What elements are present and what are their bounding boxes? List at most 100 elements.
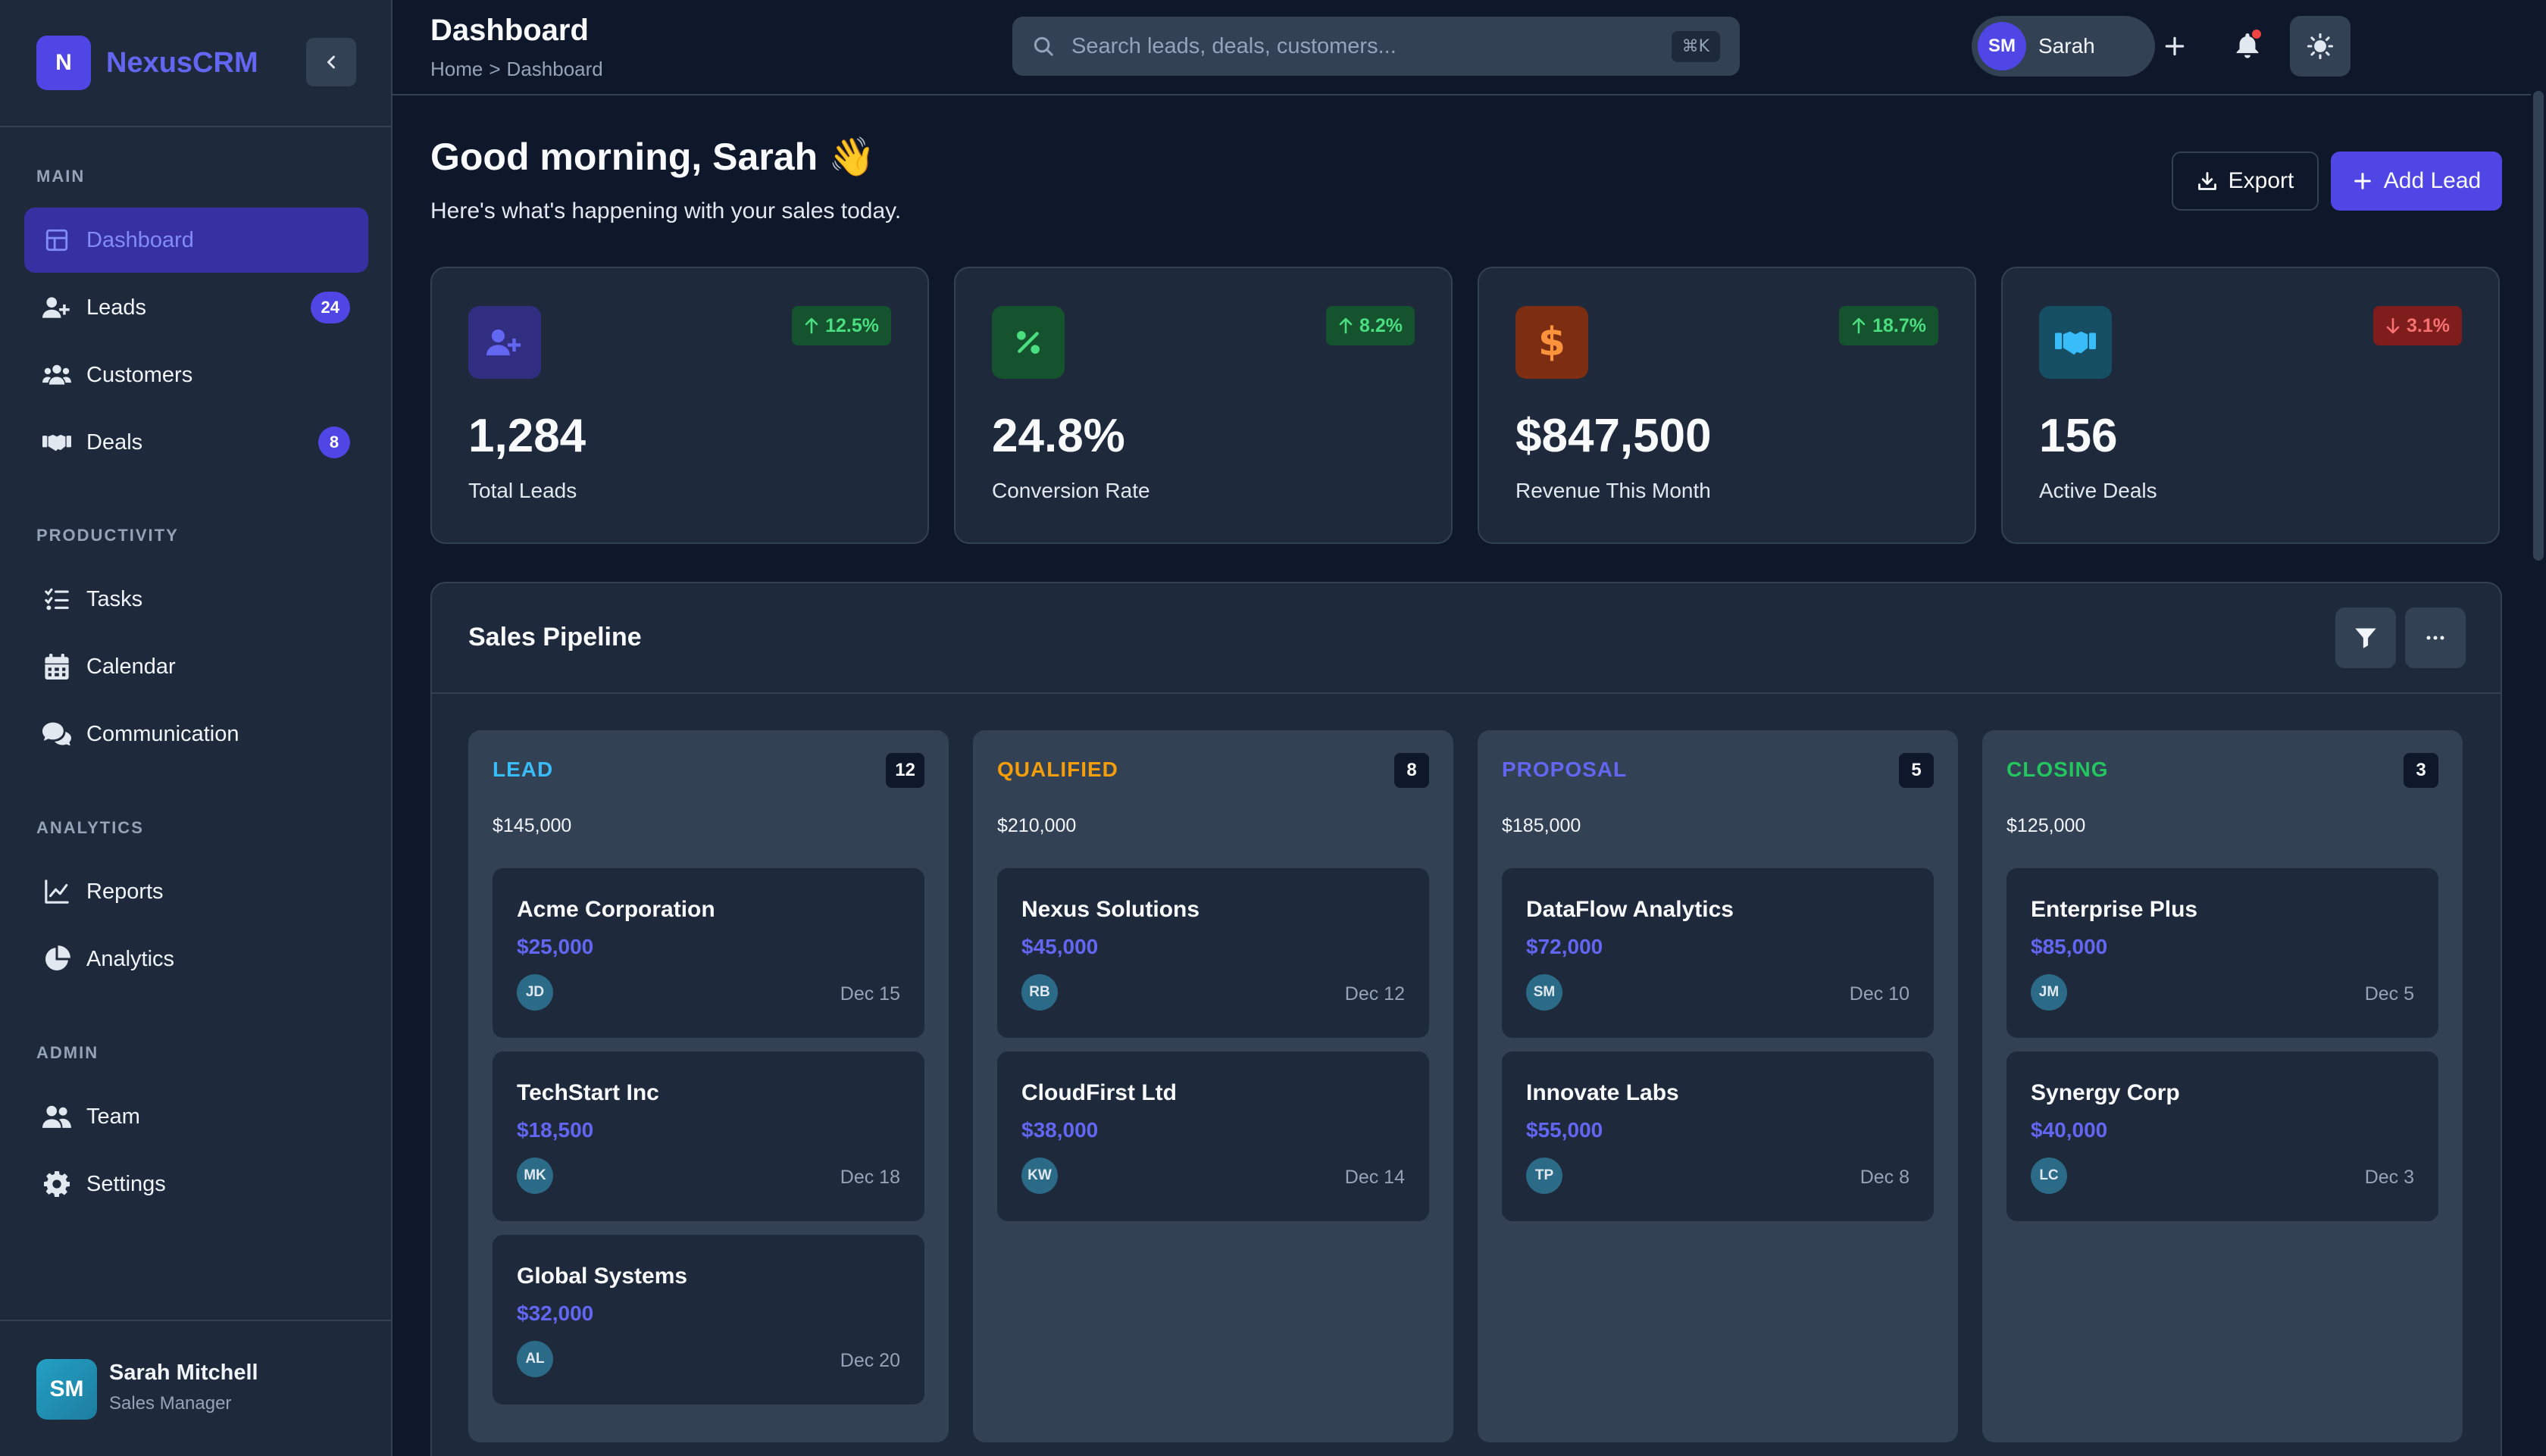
sidebar-item-settings[interactable]: Settings xyxy=(24,1151,368,1217)
deal-card[interactable]: DataFlow Analytics $72,000 SM Dec 10 xyxy=(1502,868,1934,1038)
deal-amount: $55,000 xyxy=(1526,1118,1603,1142)
page-title: Dashboard xyxy=(430,14,589,47)
column-count-badge: 8 xyxy=(1394,753,1429,788)
stat-card-active-deals[interactable]: 3.1% 156 Active Deals xyxy=(2001,267,2500,544)
deal-amount: $72,000 xyxy=(1526,935,1603,958)
deal-owner-avatar: LC xyxy=(2031,1158,2067,1194)
pipeline-column-closing: CLOSING 3 $125,000 Enterprise Plus $85,0… xyxy=(1982,730,2463,1442)
sidebar-item-label: Tasks xyxy=(86,586,143,611)
stat-change-value: 8.2% xyxy=(1359,314,1403,336)
more-options-button[interactable] xyxy=(2405,608,2466,668)
deal-card[interactable]: Acme Corporation $25,000 JD Dec 15 xyxy=(493,868,924,1038)
export-label: Export xyxy=(2228,168,2294,193)
deal-name: TechStart Inc xyxy=(517,1080,659,1105)
search-bar[interactable]: ⌘K xyxy=(1012,17,1740,76)
user-name: Sarah Mitchell xyxy=(109,1361,258,1385)
chat-icon xyxy=(42,720,71,748)
deal-name: Innovate Labs xyxy=(1526,1080,1679,1105)
deal-owner-avatar: AL xyxy=(517,1341,553,1377)
stat-card-conversion-rate[interactable]: 8.2% 24.8% Conversion Rate xyxy=(954,267,1453,544)
sidebar-item-deals[interactable]: Deals 8 xyxy=(24,410,368,475)
deal-amount: $38,000 xyxy=(1021,1118,1099,1142)
sidebar-item-analytics[interactable]: Analytics xyxy=(24,926,368,992)
pipeline-column-qualified: QUALIFIED 8 $210,000 Nexus Solutions $45… xyxy=(973,730,1453,1442)
download-icon xyxy=(2197,170,2218,192)
deal-card[interactable]: TechStart Inc $18,500 MK Dec 18 xyxy=(493,1051,924,1221)
deal-card[interactable]: Innovate Labs $55,000 TP Dec 8 xyxy=(1502,1051,1934,1221)
filter-button[interactable] xyxy=(2335,608,2396,668)
profile-name: Sarah xyxy=(2038,34,2095,58)
sidebar-user-card[interactable]: SM Sarah Mitchell Sales Manager xyxy=(0,1320,391,1456)
deal-owner-avatar: RB xyxy=(1021,974,1058,1011)
deal-name: Acme Corporation xyxy=(517,897,715,922)
page-scrollbar-thumb[interactable] xyxy=(2533,91,2544,561)
sidebar-item-team[interactable]: Team xyxy=(24,1084,368,1149)
column-name: LEAD xyxy=(493,758,554,781)
search-input[interactable] xyxy=(1071,33,1672,59)
bell-icon xyxy=(2235,33,2260,59)
deal-card[interactable]: Synergy Corp $40,000 LC Dec 3 xyxy=(2006,1051,2438,1221)
sidebar-item-leads[interactable]: Leads 24 xyxy=(24,275,368,340)
deal-name: Global Systems xyxy=(517,1264,688,1289)
nav-section-productivity: PRODUCTIVITY xyxy=(36,526,179,545)
quick-add-button[interactable] xyxy=(2144,16,2205,77)
deal-amount: $32,000 xyxy=(517,1301,594,1325)
nav-section-analytics: ANALYTICS xyxy=(36,818,144,837)
sidebar-item-label: Deals xyxy=(86,430,143,455)
stat-card-total-leads[interactable]: 12.5% 1,284 Total Leads xyxy=(430,267,929,544)
deal-date: Dec 14 xyxy=(1344,1167,1405,1188)
deal-name: Synergy Corp xyxy=(2031,1080,2180,1105)
sidebar-item-reports[interactable]: Reports xyxy=(24,859,368,924)
export-button[interactable]: Export xyxy=(2172,152,2319,211)
brand-name[interactable]: NexusCRM xyxy=(106,46,258,79)
breadcrumb: Home > Dashboard xyxy=(430,58,603,81)
greeting-subtitle: Here's what's happening with your sales … xyxy=(430,198,902,223)
deal-owner-avatar: KW xyxy=(1021,1158,1058,1194)
collapse-sidebar-button[interactable] xyxy=(306,38,356,86)
stat-change-value: 3.1% xyxy=(2407,314,2450,336)
arrow-down-icon xyxy=(2385,317,2401,334)
user-info: Sarah Mitchell Sales Manager xyxy=(109,1361,258,1414)
sidebar-item-tasks[interactable]: Tasks xyxy=(24,567,368,632)
stat-label: Conversion Rate xyxy=(992,479,1150,502)
deal-card[interactable]: Enterprise Plus $85,000 JM Dec 5 xyxy=(2006,868,2438,1038)
notifications-button[interactable] xyxy=(2217,16,2278,77)
chevron-left-icon xyxy=(321,52,342,73)
deal-owner-avatar: TP xyxy=(1526,1158,1562,1194)
team-icon xyxy=(42,1102,71,1131)
stat-change-badge: 8.2% xyxy=(1326,306,1415,345)
stat-value: 156 xyxy=(2039,410,2118,462)
user-plus-icon xyxy=(468,306,541,379)
add-lead-button[interactable]: Add Lead xyxy=(2331,152,2502,211)
profile-menu-button[interactable]: SM Sarah xyxy=(1972,16,2155,77)
percent-icon xyxy=(992,306,1065,379)
breadcrumb-home[interactable]: Home xyxy=(430,58,483,80)
plus-icon xyxy=(2163,34,2187,58)
theme-toggle-button[interactable] xyxy=(2290,16,2351,77)
sidebar-item-communication[interactable]: Communication xyxy=(24,701,368,767)
deal-owner-avatar: MK xyxy=(517,1158,553,1194)
search-shortcut-hint: ⌘K xyxy=(1671,30,1720,62)
pipeline-column-lead: LEAD 12 $145,000 Acme Corporation $25,00… xyxy=(468,730,949,1442)
sidebar-item-dashboard[interactable]: Dashboard xyxy=(24,208,368,273)
deal-name: Enterprise Plus xyxy=(2031,897,2198,922)
deal-card[interactable]: Nexus Solutions $45,000 RB Dec 12 xyxy=(997,868,1429,1038)
sidebar-item-calendar[interactable]: Calendar xyxy=(24,634,368,699)
sidebar-item-customers[interactable]: Customers xyxy=(24,342,368,408)
deal-owner-avatar: SM xyxy=(1526,974,1562,1011)
plus-icon xyxy=(2352,170,2373,192)
column-total: $185,000 xyxy=(1502,815,1581,836)
deal-card[interactable]: CloudFirst Ltd $38,000 KW Dec 14 xyxy=(997,1051,1429,1221)
deal-card[interactable]: Global Systems $32,000 AL Dec 20 xyxy=(493,1235,924,1404)
stat-change-badge: 3.1% xyxy=(2373,306,2462,345)
tasks-icon xyxy=(42,585,71,614)
sales-pipeline-panel: Sales Pipeline LEAD 12 $145,000 Acme Cor… xyxy=(430,582,2502,1456)
arrow-up-icon xyxy=(1338,317,1353,334)
users-icon xyxy=(42,361,71,389)
stat-card-revenue[interactable]: $ 18.7% $847,500 Revenue This Month xyxy=(1478,267,1976,544)
column-name: PROPOSAL xyxy=(1502,758,1628,781)
arrow-up-icon xyxy=(804,317,819,334)
deal-date: Dec 18 xyxy=(840,1167,900,1188)
stat-label: Revenue This Month xyxy=(1515,479,1711,502)
brand-logo[interactable]: N xyxy=(36,36,91,90)
